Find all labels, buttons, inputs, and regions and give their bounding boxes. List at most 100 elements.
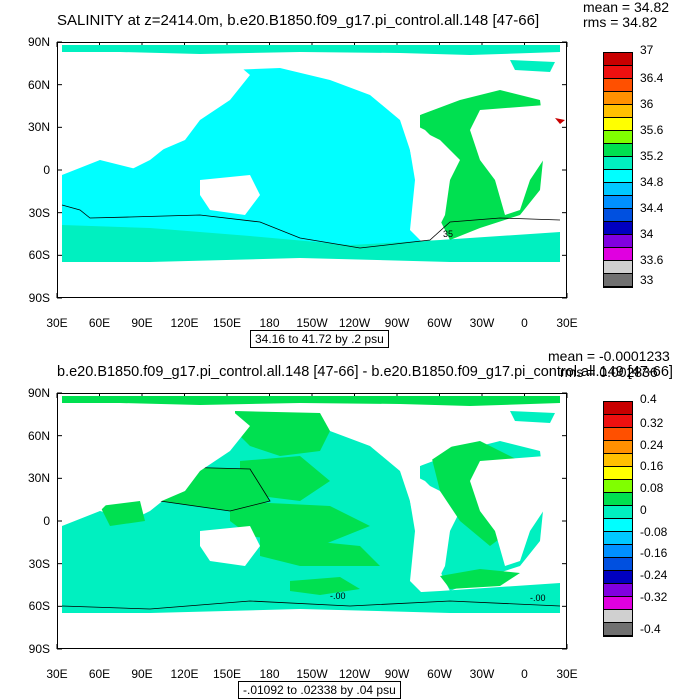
- contour-label: -.00: [330, 591, 346, 601]
- colorbar-cell: [604, 506, 632, 519]
- x-tick-label: 180: [259, 316, 280, 330]
- map-region: [510, 411, 555, 423]
- colorbar-cell: [604, 584, 632, 597]
- x-tick-label: 120W: [338, 316, 371, 330]
- map-region: [200, 175, 260, 215]
- colorbar-cell: [604, 493, 632, 506]
- panel-1-rms: rms = 34.82: [583, 14, 658, 30]
- x-tick-label: 90W: [384, 316, 410, 330]
- x-tick-label: 30W: [469, 316, 495, 330]
- colorbar-cell: [604, 209, 632, 222]
- panel-1-mean: mean = 34.82: [583, 0, 670, 15]
- colorbar-cell: [604, 571, 632, 584]
- x-tick-label: 60E: [88, 667, 111, 681]
- colorbar-cell: [604, 428, 632, 441]
- contour-label: 35: [443, 229, 453, 239]
- map-region: [200, 526, 260, 566]
- colorbar-label: 35.2: [640, 149, 664, 163]
- colorbar-cell: [604, 157, 632, 170]
- colorbar-cell: [604, 623, 632, 636]
- colorbar-cell: [604, 183, 632, 196]
- map-region: [62, 58, 250, 160]
- colorbar-label: 34.4: [640, 201, 664, 215]
- colorbar-cell: [604, 222, 632, 235]
- colorbar-cell: [604, 53, 632, 66]
- colorbar-cell: [604, 519, 632, 532]
- colorbar-cell: [604, 597, 632, 610]
- contour-label: -.00: [530, 593, 546, 603]
- x-tick-label: 120W: [338, 667, 371, 681]
- colorbar-label: 33: [640, 272, 654, 287]
- map-region: [62, 511, 250, 591]
- colorbar-label: 0.24: [640, 437, 664, 452]
- contour-line: [61, 600, 561, 610]
- map-region: [290, 577, 360, 595]
- colorbar-cell: [604, 66, 632, 79]
- y-tick-label: 30N: [27, 471, 50, 486]
- panel-1-colorbar: [603, 52, 633, 288]
- map-region: [62, 160, 250, 240]
- map-region: [235, 411, 330, 456]
- y-tick-label: 60N: [27, 428, 50, 443]
- map-region: [62, 576, 560, 613]
- x-tick-label: 90E: [131, 316, 153, 330]
- colorbar-label: 0.08: [640, 481, 664, 496]
- colorbar-label: -0.08: [640, 524, 668, 539]
- colorbar-cell: [604, 118, 632, 131]
- colorbar-label: 35.6: [640, 123, 664, 137]
- y-tick-label: 30S: [28, 556, 50, 571]
- colorbar-cell: [604, 402, 632, 415]
- colorbar-label: 37: [640, 43, 654, 57]
- map-region: [330, 409, 470, 471]
- panel-1-title: SALINITY at z=2414.0m, b.e20.B1850.f09_g…: [57, 12, 540, 29]
- panel-2-colorbar: [603, 401, 633, 637]
- map-region: [555, 118, 565, 124]
- colorbar-label: 0: [640, 502, 647, 517]
- x-tick-label: 150W: [296, 667, 328, 681]
- y-tick-label: 90S: [28, 642, 50, 656]
- map-region: [62, 409, 250, 511]
- colorbar-cell: [604, 144, 632, 157]
- colorbar-label: 36.4: [640, 71, 664, 85]
- x-tick-label: 150E: [212, 316, 242, 330]
- panel-2-range-label: -.01092 to .02338 by .04 psu: [238, 681, 401, 699]
- x-tick-label: 150W: [296, 316, 328, 330]
- colorbar-cell: [604, 131, 632, 144]
- map-region: [425, 521, 450, 586]
- panel-1-range-label: 34.16 to 41.72 by .2 psu: [250, 330, 389, 348]
- x-tick-label: 180: [259, 667, 280, 681]
- y-tick-label: 90N: [27, 35, 50, 49]
- x-tick-label: 90W: [384, 667, 410, 681]
- colorbar-cell: [604, 235, 632, 248]
- map-region: [470, 456, 550, 566]
- colorbar-cell: [604, 558, 632, 571]
- x-tick-label: 0: [521, 667, 528, 681]
- colorbar-cell: [604, 480, 632, 493]
- y-tick-label: 60S: [28, 599, 50, 614]
- x-tick-label: 150E: [212, 667, 242, 681]
- colorbar-label: -0.4: [640, 621, 661, 636]
- colorbar-label: -0.32: [640, 589, 668, 604]
- map-region: [425, 170, 450, 235]
- colorbar-cell: [604, 196, 632, 209]
- colorbar-label: -0.16: [640, 546, 668, 561]
- map-region: [100, 501, 145, 526]
- map-region: [62, 396, 560, 406]
- colorbar-cell: [604, 170, 632, 183]
- map-region: [510, 60, 555, 72]
- colorbar-label: 34.8: [640, 175, 664, 189]
- colorbar-cell: [604, 454, 632, 467]
- map-region: [520, 423, 560, 451]
- x-tick-label: 0: [521, 316, 528, 330]
- map-region: [470, 105, 550, 215]
- x-tick-label: 60W: [427, 316, 452, 330]
- x-tick-label: 90E: [131, 667, 153, 681]
- map-region: [330, 58, 470, 120]
- colorbar-cell: [604, 441, 632, 454]
- colorbar-cell: [604, 261, 632, 274]
- colorbar-cell: [604, 92, 632, 105]
- colorbar-label: 36: [640, 97, 654, 111]
- colorbar-label: 0.16: [640, 459, 664, 474]
